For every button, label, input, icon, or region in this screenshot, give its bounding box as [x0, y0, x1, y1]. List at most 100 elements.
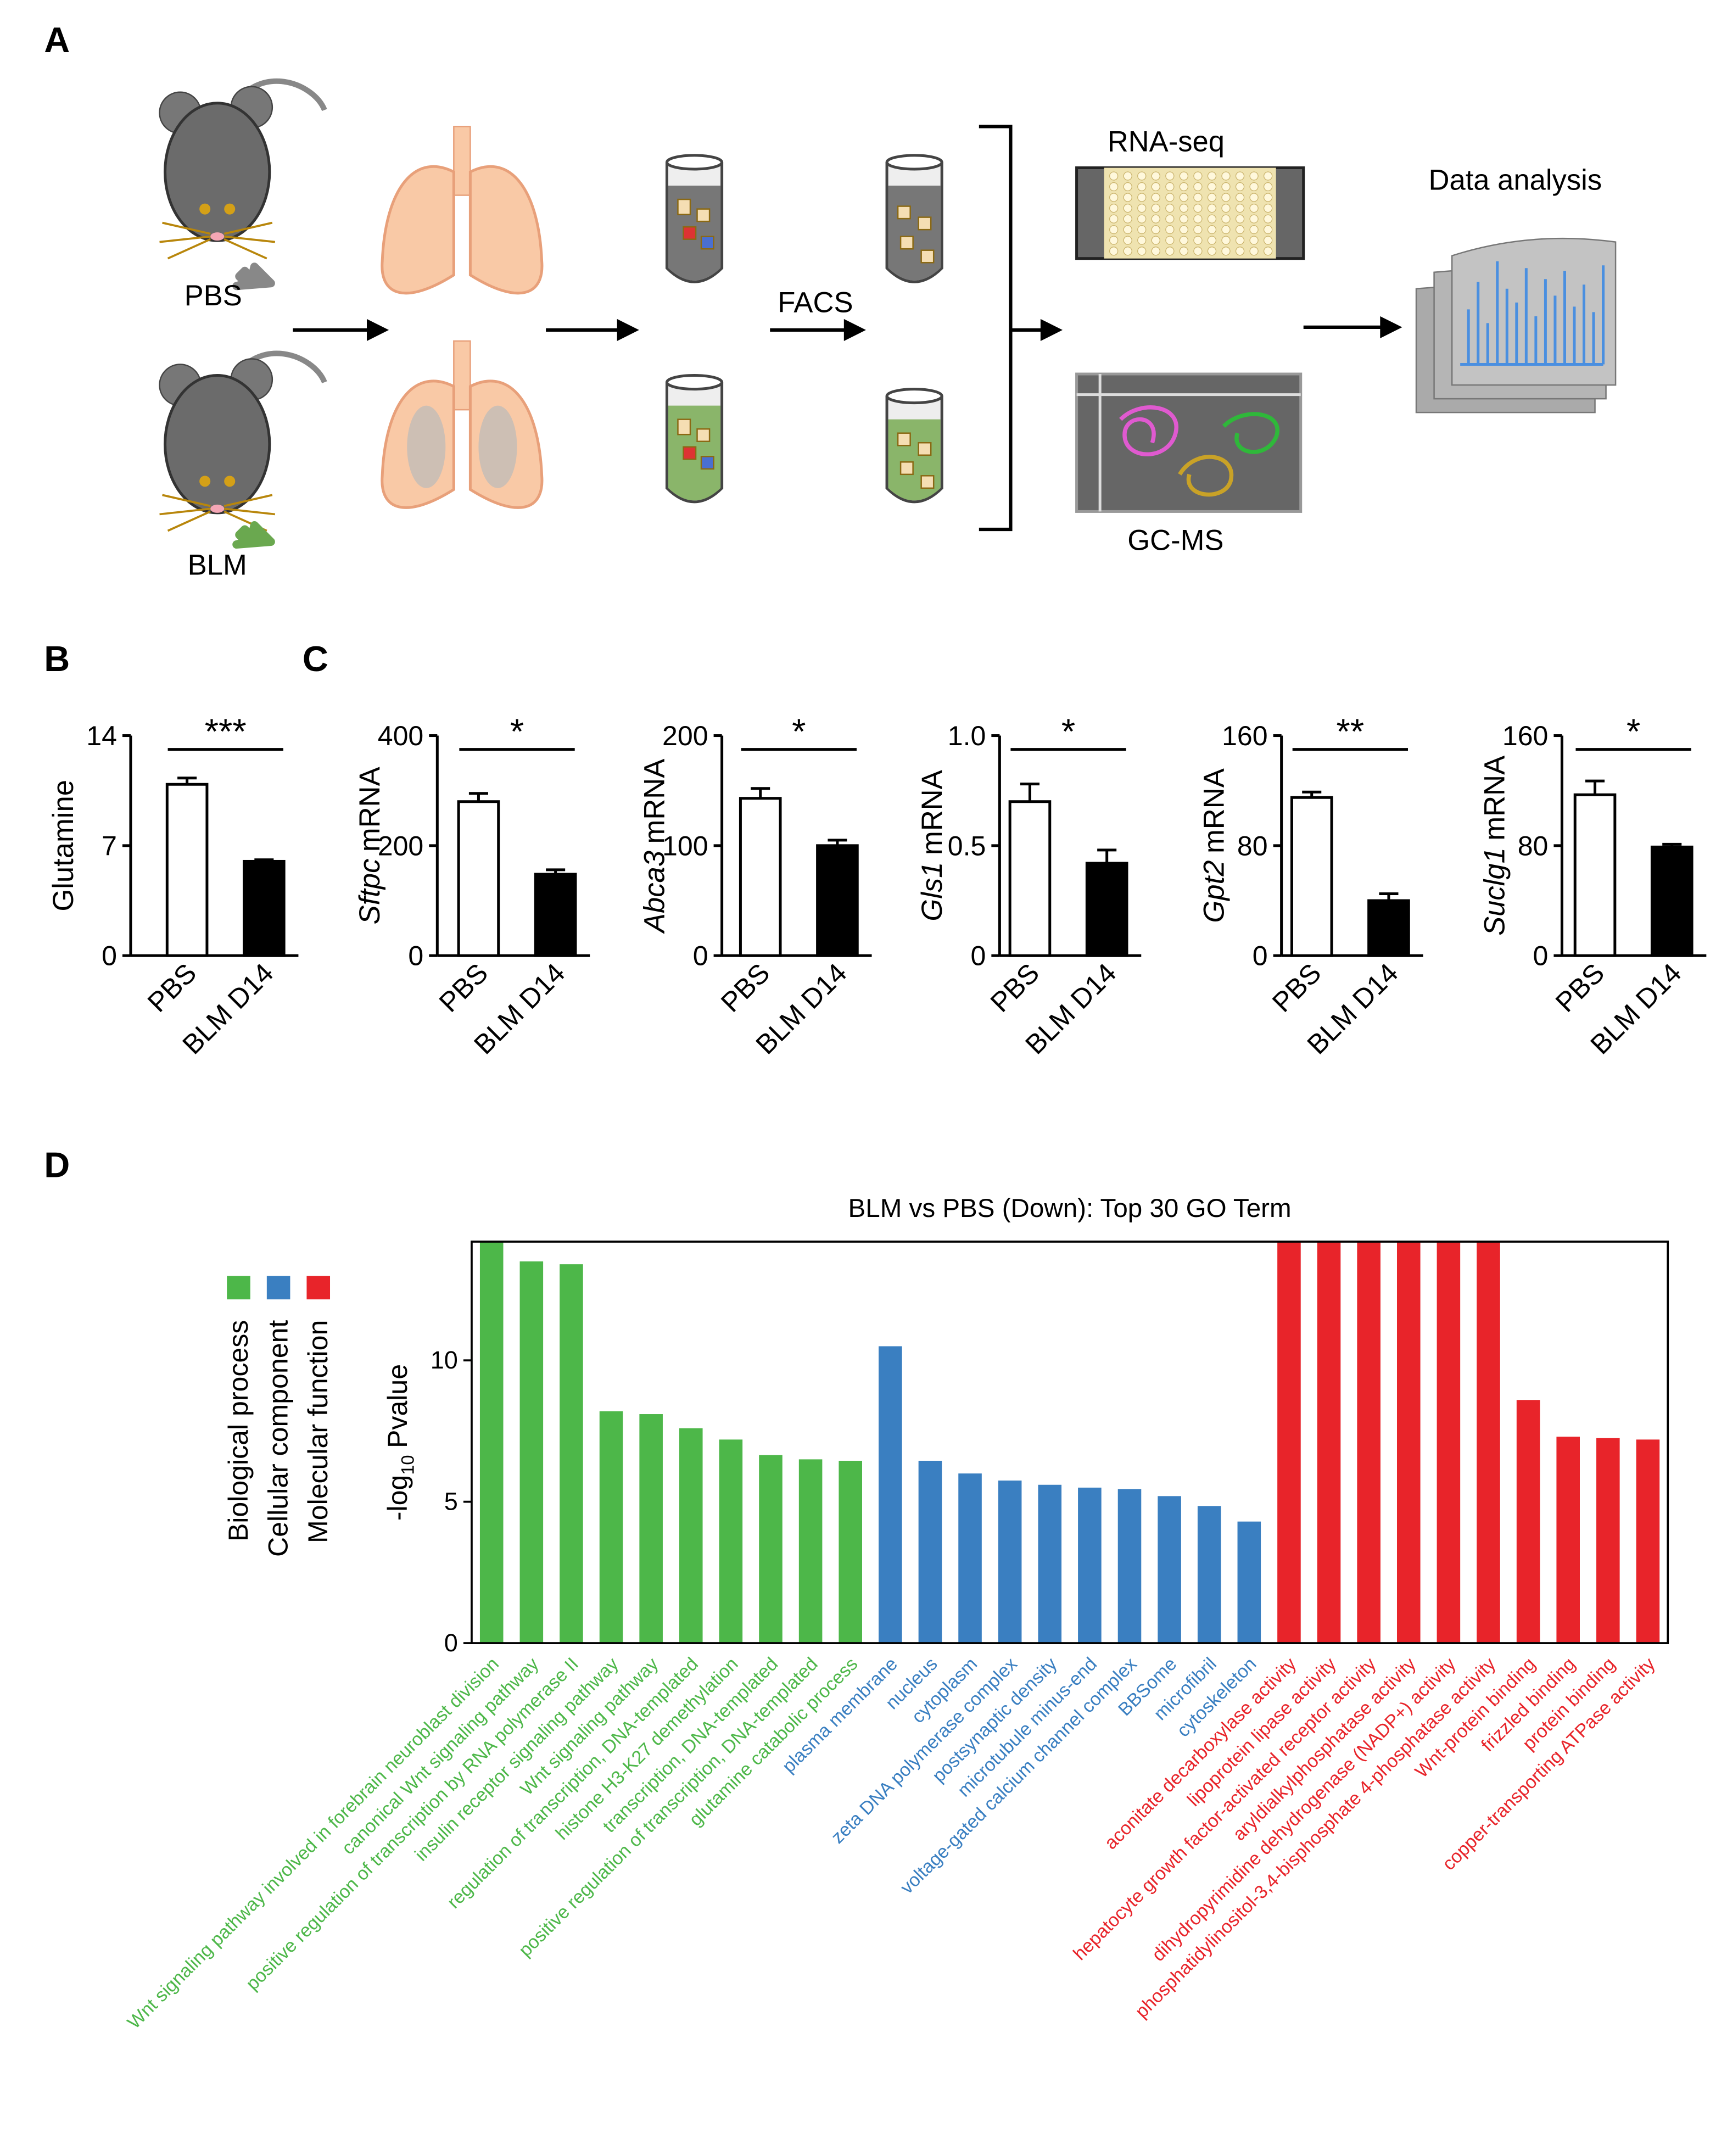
well — [1165, 247, 1175, 256]
well — [1109, 236, 1119, 245]
well — [1221, 182, 1231, 192]
y-tick-label: 400 — [378, 720, 424, 751]
bar — [243, 859, 286, 957]
arrow-pbs — [232, 262, 275, 291]
y-tick-label: 0 — [970, 941, 986, 971]
well — [1235, 214, 1245, 224]
well — [1137, 182, 1147, 192]
well — [1193, 171, 1203, 181]
well — [1151, 182, 1160, 192]
y-axis-label: Suclg1 mRNA — [1478, 756, 1511, 936]
well — [1151, 193, 1160, 202]
bar — [1085, 862, 1128, 957]
panel-label: D — [44, 1144, 70, 1185]
well — [1193, 193, 1203, 202]
y-axis-label-gene: Suclg1 — [1478, 847, 1511, 936]
bar — [519, 1261, 544, 1644]
significance: * — [510, 712, 524, 752]
y-tick-label: 160 — [1502, 720, 1549, 751]
well — [1151, 236, 1160, 245]
mouse-pbs — [159, 78, 327, 260]
legend-label: Biological process — [223, 1320, 254, 1541]
y-tick-label: 0 — [1253, 941, 1268, 971]
legend-label: Cellular component — [262, 1320, 293, 1557]
well — [1109, 247, 1119, 256]
y-axis-label-text: mRNA — [638, 759, 670, 844]
well — [1123, 203, 1132, 213]
y-tick-label: 200 — [378, 830, 424, 861]
mouse-blm — [159, 350, 327, 532]
well — [1193, 182, 1203, 192]
well — [1207, 182, 1217, 192]
bar — [457, 800, 500, 957]
y-tick-label: 80 — [1518, 830, 1549, 861]
bar — [534, 873, 577, 957]
y-axis-label-gene: Sftpc — [354, 859, 386, 925]
well — [1123, 214, 1132, 224]
well — [1151, 247, 1160, 256]
y-tick-label: 5 — [444, 1488, 458, 1516]
y-axis-label-text: -log — [382, 1475, 413, 1521]
bar — [759, 1455, 783, 1644]
well — [1235, 236, 1245, 245]
label-gcms: GC-MS — [1127, 524, 1223, 557]
bar — [1477, 1241, 1500, 1644]
well — [1179, 236, 1189, 245]
y-tick-label: 80 — [1237, 830, 1268, 861]
well — [1165, 214, 1175, 224]
bar — [1636, 1439, 1660, 1644]
bar — [1117, 1489, 1142, 1644]
well — [1263, 193, 1273, 202]
well — [1249, 214, 1259, 224]
well — [1151, 171, 1160, 181]
y-axis-label: Abca3 mRNA — [638, 759, 670, 934]
panel-label: B — [44, 639, 70, 679]
well — [1263, 182, 1273, 192]
well — [1263, 171, 1273, 181]
well — [1179, 203, 1189, 213]
data-sheets — [1415, 238, 1617, 414]
bar — [1197, 1506, 1221, 1644]
x-tick-label: PBS — [1550, 957, 1610, 1018]
y-tick-label: 1.0 — [948, 720, 986, 751]
well — [1207, 203, 1217, 213]
y-tick-label: 0 — [693, 941, 708, 971]
well — [1263, 203, 1273, 213]
well — [1179, 182, 1189, 192]
well — [1179, 214, 1189, 224]
well — [1249, 193, 1259, 202]
well — [1109, 182, 1119, 192]
bar — [739, 797, 782, 957]
well — [1137, 236, 1147, 245]
well — [1193, 236, 1203, 245]
significance: * — [1627, 712, 1640, 752]
well — [1207, 193, 1217, 202]
y-tick-label: 0 — [102, 941, 117, 971]
well — [1165, 236, 1175, 245]
y-axis-label-text: mRNA — [916, 770, 948, 855]
cells — [677, 198, 935, 489]
well — [1109, 214, 1119, 224]
bar — [639, 1414, 663, 1644]
well — [1193, 214, 1203, 224]
well — [1249, 236, 1259, 245]
bar — [1573, 793, 1617, 957]
well — [1207, 171, 1217, 181]
significance: * — [1061, 712, 1075, 752]
bar — [1516, 1400, 1540, 1644]
well — [1207, 225, 1217, 234]
well — [1137, 247, 1147, 256]
arrows — [293, 125, 1402, 532]
well — [1137, 171, 1147, 181]
well — [1249, 203, 1259, 213]
label-facs: FACS — [778, 286, 853, 319]
y-tick-label: 100 — [662, 830, 708, 861]
y-axis-label-gene: Gls1 — [916, 862, 948, 921]
bar — [1357, 1241, 1381, 1644]
bar — [679, 1428, 703, 1644]
bar — [560, 1264, 583, 1644]
y-tick-label: 0 — [408, 941, 423, 971]
y-tick-label: 0.5 — [948, 830, 986, 861]
well — [1249, 247, 1259, 256]
panel-label: A — [44, 20, 70, 60]
